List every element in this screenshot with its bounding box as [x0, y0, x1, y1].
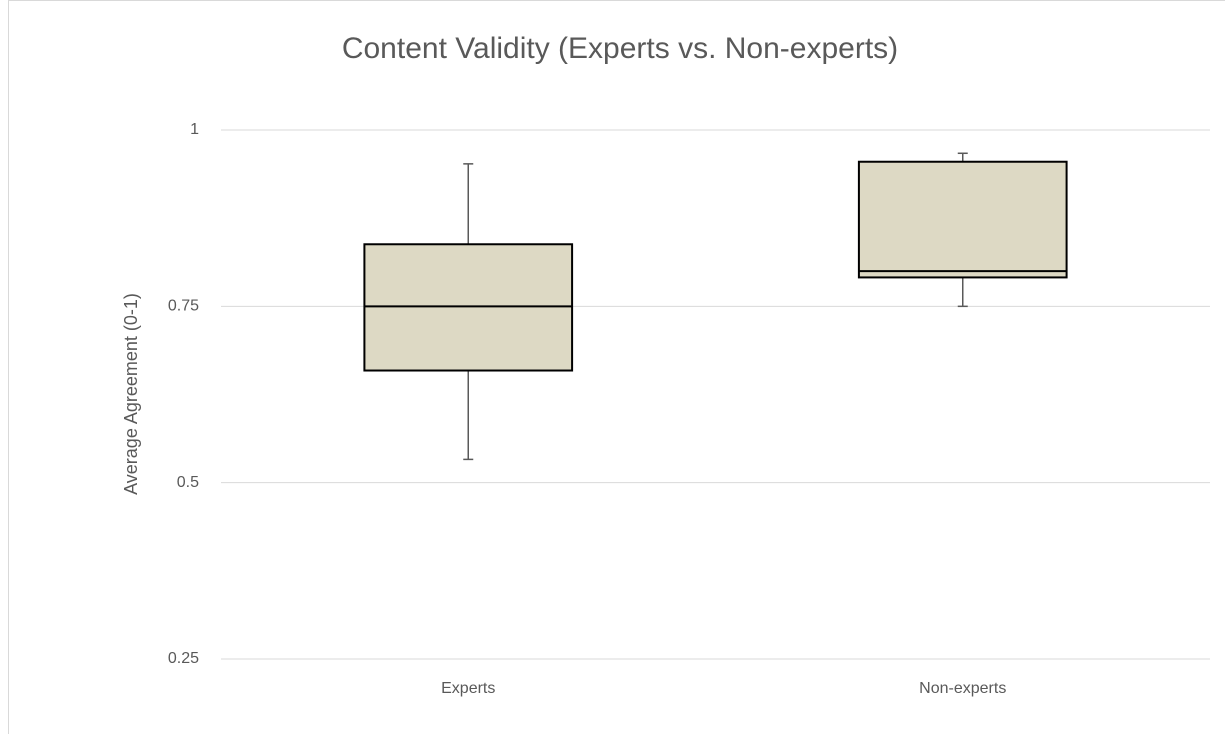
y-tick-label: 1 [190, 121, 199, 138]
box [363, 243, 574, 372]
y-tick-label: 0.25 [168, 650, 199, 667]
y-tick-label: 0.75 [168, 298, 199, 315]
y-tick-label: 0.5 [177, 474, 199, 491]
chart-border [8, 0, 1225, 734]
box [857, 160, 1068, 279]
x-tick-label: Non-experts [919, 680, 1006, 697]
x-tick-label: Experts [441, 680, 495, 697]
y-axis-title: Average Agreement (0-1) [121, 293, 141, 495]
chart-title: Content Validity (Experts vs. Non-expert… [342, 32, 898, 65]
